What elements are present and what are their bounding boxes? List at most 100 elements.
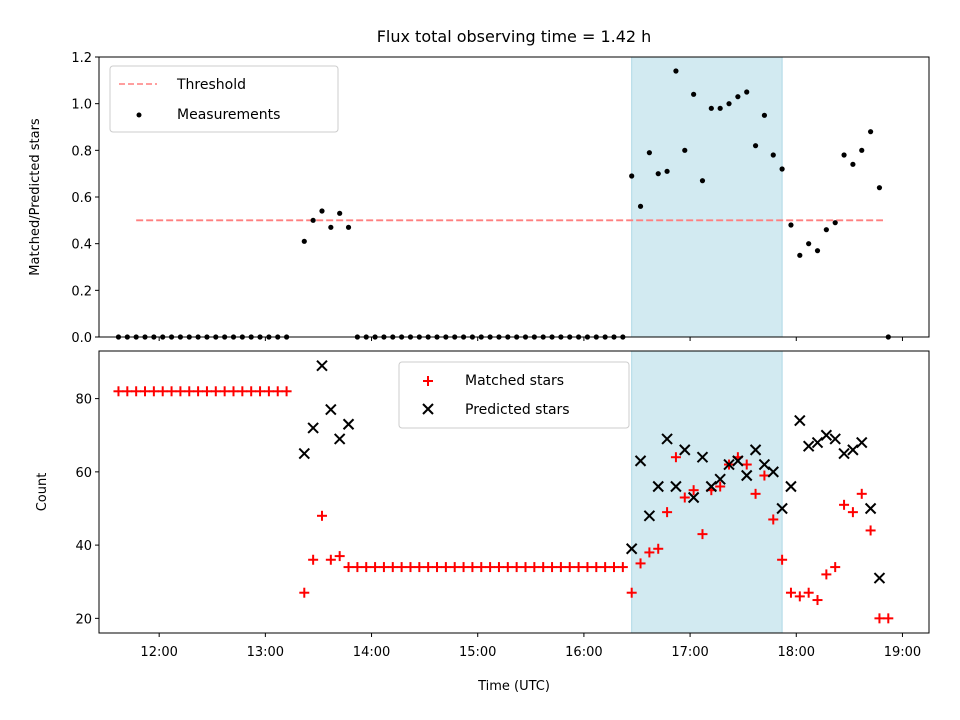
measurement-point — [673, 68, 679, 74]
matched-star-point — [175, 386, 186, 397]
measurement-point — [699, 178, 706, 184]
matched-star-point — [688, 485, 699, 496]
x-tick-label: 12:00 — [140, 645, 177, 660]
matched-legend-label: Matched stars — [465, 373, 564, 389]
predicted-star-point — [670, 480, 682, 493]
predicted-star-point — [333, 433, 346, 445]
top-panel: 0.0 0.2 0.4 0.6 0.8 1.0 1.2 Flux total observi… — [28, 27, 930, 346]
matched-star-point — [538, 562, 549, 573]
measurements-legend-swatch — [136, 112, 142, 118]
measurement-point — [664, 168, 670, 174]
observing-band-layer — [631, 56, 783, 338]
matched-star-point — [600, 562, 611, 573]
matched-star-point — [635, 558, 646, 569]
predicted-star-point — [838, 447, 850, 460]
matched-star-point — [794, 591, 805, 602]
predicted-star-point — [873, 572, 886, 584]
matched-star-point — [662, 507, 673, 518]
matched-star-point — [113, 386, 124, 397]
predicted-star-point — [652, 480, 664, 493]
measurement-point — [850, 161, 856, 167]
bottom-legend-box — [398, 361, 630, 429]
matched-star-point — [272, 386, 283, 397]
x-tick-label: 13:00 — [247, 645, 284, 660]
predicted-star-point — [325, 403, 337, 416]
top-y-ticks: 0.0 0.2 0.4 0.6 0.8 1.0 1.2 — [71, 51, 99, 346]
matched-star-point — [334, 551, 345, 562]
measurement-point — [345, 224, 352, 230]
predicted-star-point — [696, 451, 709, 463]
bottom-y-ticks: 20 40 60 80 — [75, 393, 99, 627]
measurement-point — [319, 208, 325, 214]
matched-star-point — [679, 492, 690, 503]
matched-star-point — [131, 386, 142, 397]
matched-star-point — [529, 562, 540, 573]
matched-star-point — [396, 562, 407, 573]
measurement-point — [797, 252, 803, 258]
x-tick-label: 14:00 — [353, 645, 390, 660]
matched-star-point — [715, 481, 726, 492]
measurement-point — [646, 150, 652, 156]
measurement-point — [682, 147, 688, 153]
matched-star-point — [591, 562, 602, 573]
matched-star-point — [830, 562, 841, 573]
bottom-legend: Matched stars Predicted stars — [398, 361, 630, 429]
measurement-point — [867, 129, 874, 135]
measurement-point — [655, 171, 661, 177]
matched-star-point — [219, 386, 230, 397]
y-tick-label: 40 — [75, 539, 92, 554]
matched-star-point — [325, 554, 336, 565]
matched-star-point — [520, 562, 531, 573]
matched-legend-swatch — [423, 376, 433, 386]
x-tick-label: 15:00 — [459, 645, 496, 660]
y-tick-label: 1.0 — [71, 98, 92, 113]
measurement-point — [832, 220, 838, 226]
matched-star-point — [865, 525, 876, 536]
observing-band — [631, 56, 783, 338]
measurement-point — [823, 227, 829, 233]
matched-star-point — [166, 386, 177, 397]
predicted-legend-swatch — [422, 403, 434, 415]
y-tick-label: 1.2 — [71, 51, 92, 66]
measurement-point — [301, 238, 307, 244]
matched-star-point — [467, 562, 478, 573]
measurement-point — [761, 112, 768, 118]
predicted-star-point — [687, 491, 700, 504]
matched-star-point — [387, 562, 398, 573]
matched-star-point — [476, 562, 487, 573]
matched-star-point — [741, 459, 752, 470]
matched-star-point — [201, 386, 212, 397]
x-tick-label: 19:00 — [884, 645, 921, 660]
predicted-star-point — [794, 414, 806, 427]
matched-star-point — [874, 613, 885, 624]
predicted-star-point — [732, 455, 744, 467]
top-legend: Threshold Measurements — [109, 65, 339, 133]
x-tick-label: 17:00 — [671, 645, 708, 660]
measurements-legend-label: Measurements — [177, 107, 280, 123]
matched-star-point — [847, 507, 858, 518]
predicted-star-point — [316, 359, 328, 372]
matched-star-point — [237, 386, 248, 397]
matched-star-point — [210, 386, 221, 397]
predicted-star-point — [820, 429, 833, 441]
matched-star-point — [228, 386, 239, 397]
predicted-star-point — [785, 480, 797, 493]
matched-star-point — [502, 562, 513, 573]
top-y-axis-label: Matched/Predicted stars — [28, 118, 43, 276]
matched-star-point — [644, 547, 655, 558]
bottom-y-axis-label: Count — [35, 473, 50, 512]
matched-star-point — [449, 562, 460, 573]
matched-star-point — [184, 386, 195, 397]
top-legend-box — [109, 65, 339, 133]
y-tick-label: 0.2 — [71, 284, 92, 299]
matched-star-point — [255, 386, 266, 397]
x-axis-label: Time (UTC) — [477, 679, 550, 694]
x-tick-label: 16:00 — [565, 645, 602, 660]
matched-star-point — [555, 562, 566, 573]
measurement-point — [806, 241, 812, 247]
y-tick-label: 0.0 — [71, 331, 92, 346]
matched-star-point — [759, 470, 770, 481]
measurement-point — [841, 152, 847, 158]
predicted-star-point — [643, 510, 656, 522]
